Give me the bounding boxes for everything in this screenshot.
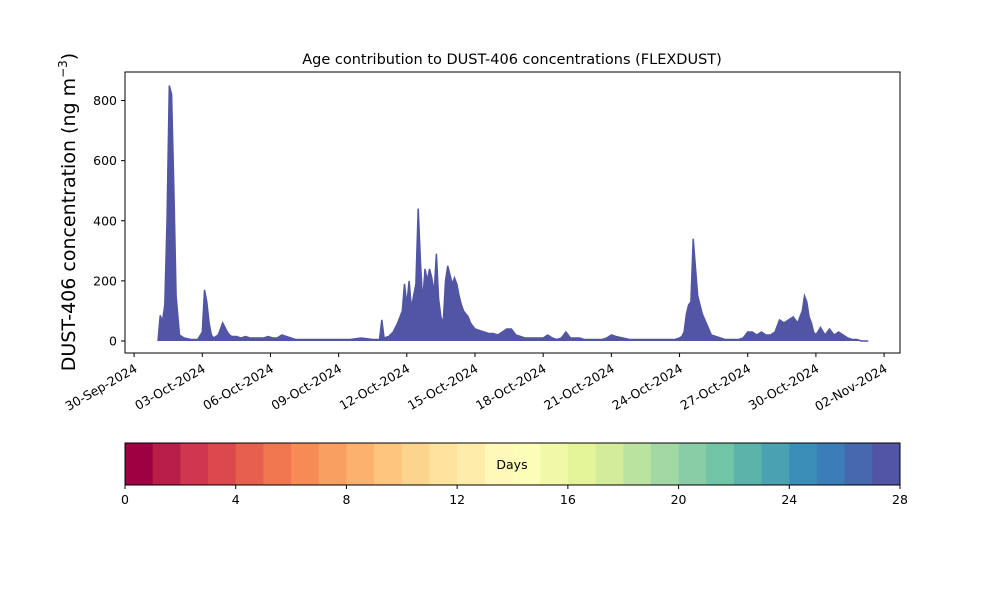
colorbar-label: Days — [496, 457, 527, 472]
colorbar-cell — [208, 443, 237, 485]
colorbar-cell — [872, 443, 901, 485]
y-tick-label: 800 — [93, 93, 117, 108]
colorbar-tick-label: 8 — [342, 492, 350, 507]
colorbar-cell — [346, 443, 375, 485]
age-layer-15 — [157, 96, 869, 342]
age-layer-3 — [157, 165, 869, 342]
age-layer-26 — [157, 86, 869, 342]
colorbar-cell — [235, 443, 264, 485]
colorbar-cell — [484, 443, 513, 485]
age-layer-23 — [157, 89, 869, 342]
x-tick-label: 03-Oct-2024 — [132, 361, 208, 413]
age-layer-10 — [157, 115, 869, 342]
age-layer-25 — [157, 87, 869, 342]
colorbar-tick-label: 4 — [232, 492, 240, 507]
age-layer-21 — [157, 90, 869, 342]
colorbar-cells — [125, 443, 901, 485]
colorbar-cell — [844, 443, 873, 485]
colorbar-cell — [540, 443, 569, 485]
age-layer-17 — [157, 94, 869, 342]
colorbar: 0 4 8 12 16 20 24 28 Days — [121, 442, 908, 507]
colorbar-tick-label: 24 — [781, 492, 797, 507]
colorbar-cell — [180, 443, 209, 485]
colorbar-cell — [457, 443, 486, 485]
colorbar-tick-label: 12 — [449, 492, 465, 507]
colorbar-tick-label: 28 — [892, 492, 908, 507]
colorbar-cell — [733, 443, 763, 485]
age-layer-6 — [157, 136, 869, 342]
age-layer-12 — [157, 103, 869, 342]
age-layer-2 — [157, 186, 869, 342]
colorbar-cell — [318, 443, 347, 485]
colorbar-tick-label: 20 — [671, 492, 687, 507]
colorbar-cell — [401, 443, 430, 485]
colorbar-cell — [789, 443, 818, 485]
age-layer-20 — [157, 91, 869, 342]
y-axis-label-sup: −3 — [56, 60, 70, 78]
y-tick-label: 400 — [93, 213, 117, 228]
colorbar-cell — [512, 443, 541, 485]
age-layer-0 — [157, 265, 869, 342]
x-tick-label: 21-Oct-2024 — [541, 361, 617, 413]
colorbar-cell — [125, 443, 154, 485]
age-layer-8 — [157, 128, 869, 342]
y-axis-label-main: DUST-406 concentration (ng m — [58, 78, 80, 371]
colorbar-cell — [567, 443, 596, 485]
colorbar-tick-label: 16 — [560, 492, 576, 507]
x-tick-label: 15-Oct-2024 — [405, 361, 481, 413]
x-tick-label: 18-Oct-2024 — [473, 361, 549, 413]
plot-area — [124, 71, 901, 354]
chart-title: Age contribution to DUST-406 concentrati… — [302, 52, 722, 68]
y-tick-label: 600 — [93, 153, 117, 168]
colorbar-cell — [374, 443, 403, 485]
y-axis: 0 200 400 600 800 — [93, 93, 125, 348]
age-layer-7 — [157, 131, 869, 342]
age-layer-11 — [157, 109, 869, 342]
x-tick-label: 06-Oct-2024 — [200, 361, 276, 413]
age-layer-1 — [157, 216, 869, 342]
x-tick-label: 12-Oct-2024 — [337, 361, 413, 413]
colorbar-cell — [678, 443, 707, 485]
colorbar-cell — [291, 443, 320, 485]
colorbar-cell — [429, 443, 458, 485]
colorbar-cell — [650, 443, 679, 485]
x-tick-label: 24-Oct-2024 — [609, 361, 685, 413]
colorbar-cell — [595, 443, 624, 485]
area-layers — [157, 85, 869, 342]
age-layer-4 — [157, 151, 869, 342]
colorbar-ticks: 0 4 8 12 16 20 24 28 — [121, 485, 908, 507]
age-layer-16 — [157, 95, 869, 342]
y-axis-label-close: ) — [58, 53, 80, 60]
colorbar-tick-label: 0 — [121, 492, 129, 507]
age-layer-5 — [157, 142, 869, 342]
age-layer-24 — [157, 88, 869, 342]
y-axis-label: DUST-406 concentration (ng m−3) — [56, 53, 80, 371]
age-layer-18 — [157, 93, 869, 342]
colorbar-cell — [816, 443, 846, 485]
x-tick-label: 02-Nov-2024 — [812, 361, 890, 414]
age-layer-13 — [157, 98, 869, 342]
colorbar-cell — [761, 443, 790, 485]
age-layer-9 — [157, 121, 869, 342]
x-tick-label: 27-Oct-2024 — [678, 361, 754, 413]
age-layer-19 — [157, 92, 869, 342]
total-outline — [157, 85, 869, 342]
colorbar-cell — [623, 443, 652, 485]
age-layer-22 — [157, 89, 869, 342]
x-axis: 30-Sep-202403-Oct-202406-Oct-202409-Oct-… — [63, 353, 890, 414]
y-tick-label: 200 — [93, 273, 117, 288]
y-tick-label: 0 — [109, 333, 117, 348]
colorbar-cell — [263, 443, 292, 485]
age-layer-14 — [157, 97, 869, 342]
plot-frame — [124, 71, 901, 354]
age-layer-27 — [157, 85, 869, 342]
colorbar-cell — [706, 443, 735, 485]
colorbar-cell — [152, 443, 181, 485]
x-tick-label: 30-Oct-2024 — [746, 361, 822, 413]
x-tick-label: 09-Oct-2024 — [268, 361, 344, 413]
colorbar-frame — [124, 442, 901, 486]
